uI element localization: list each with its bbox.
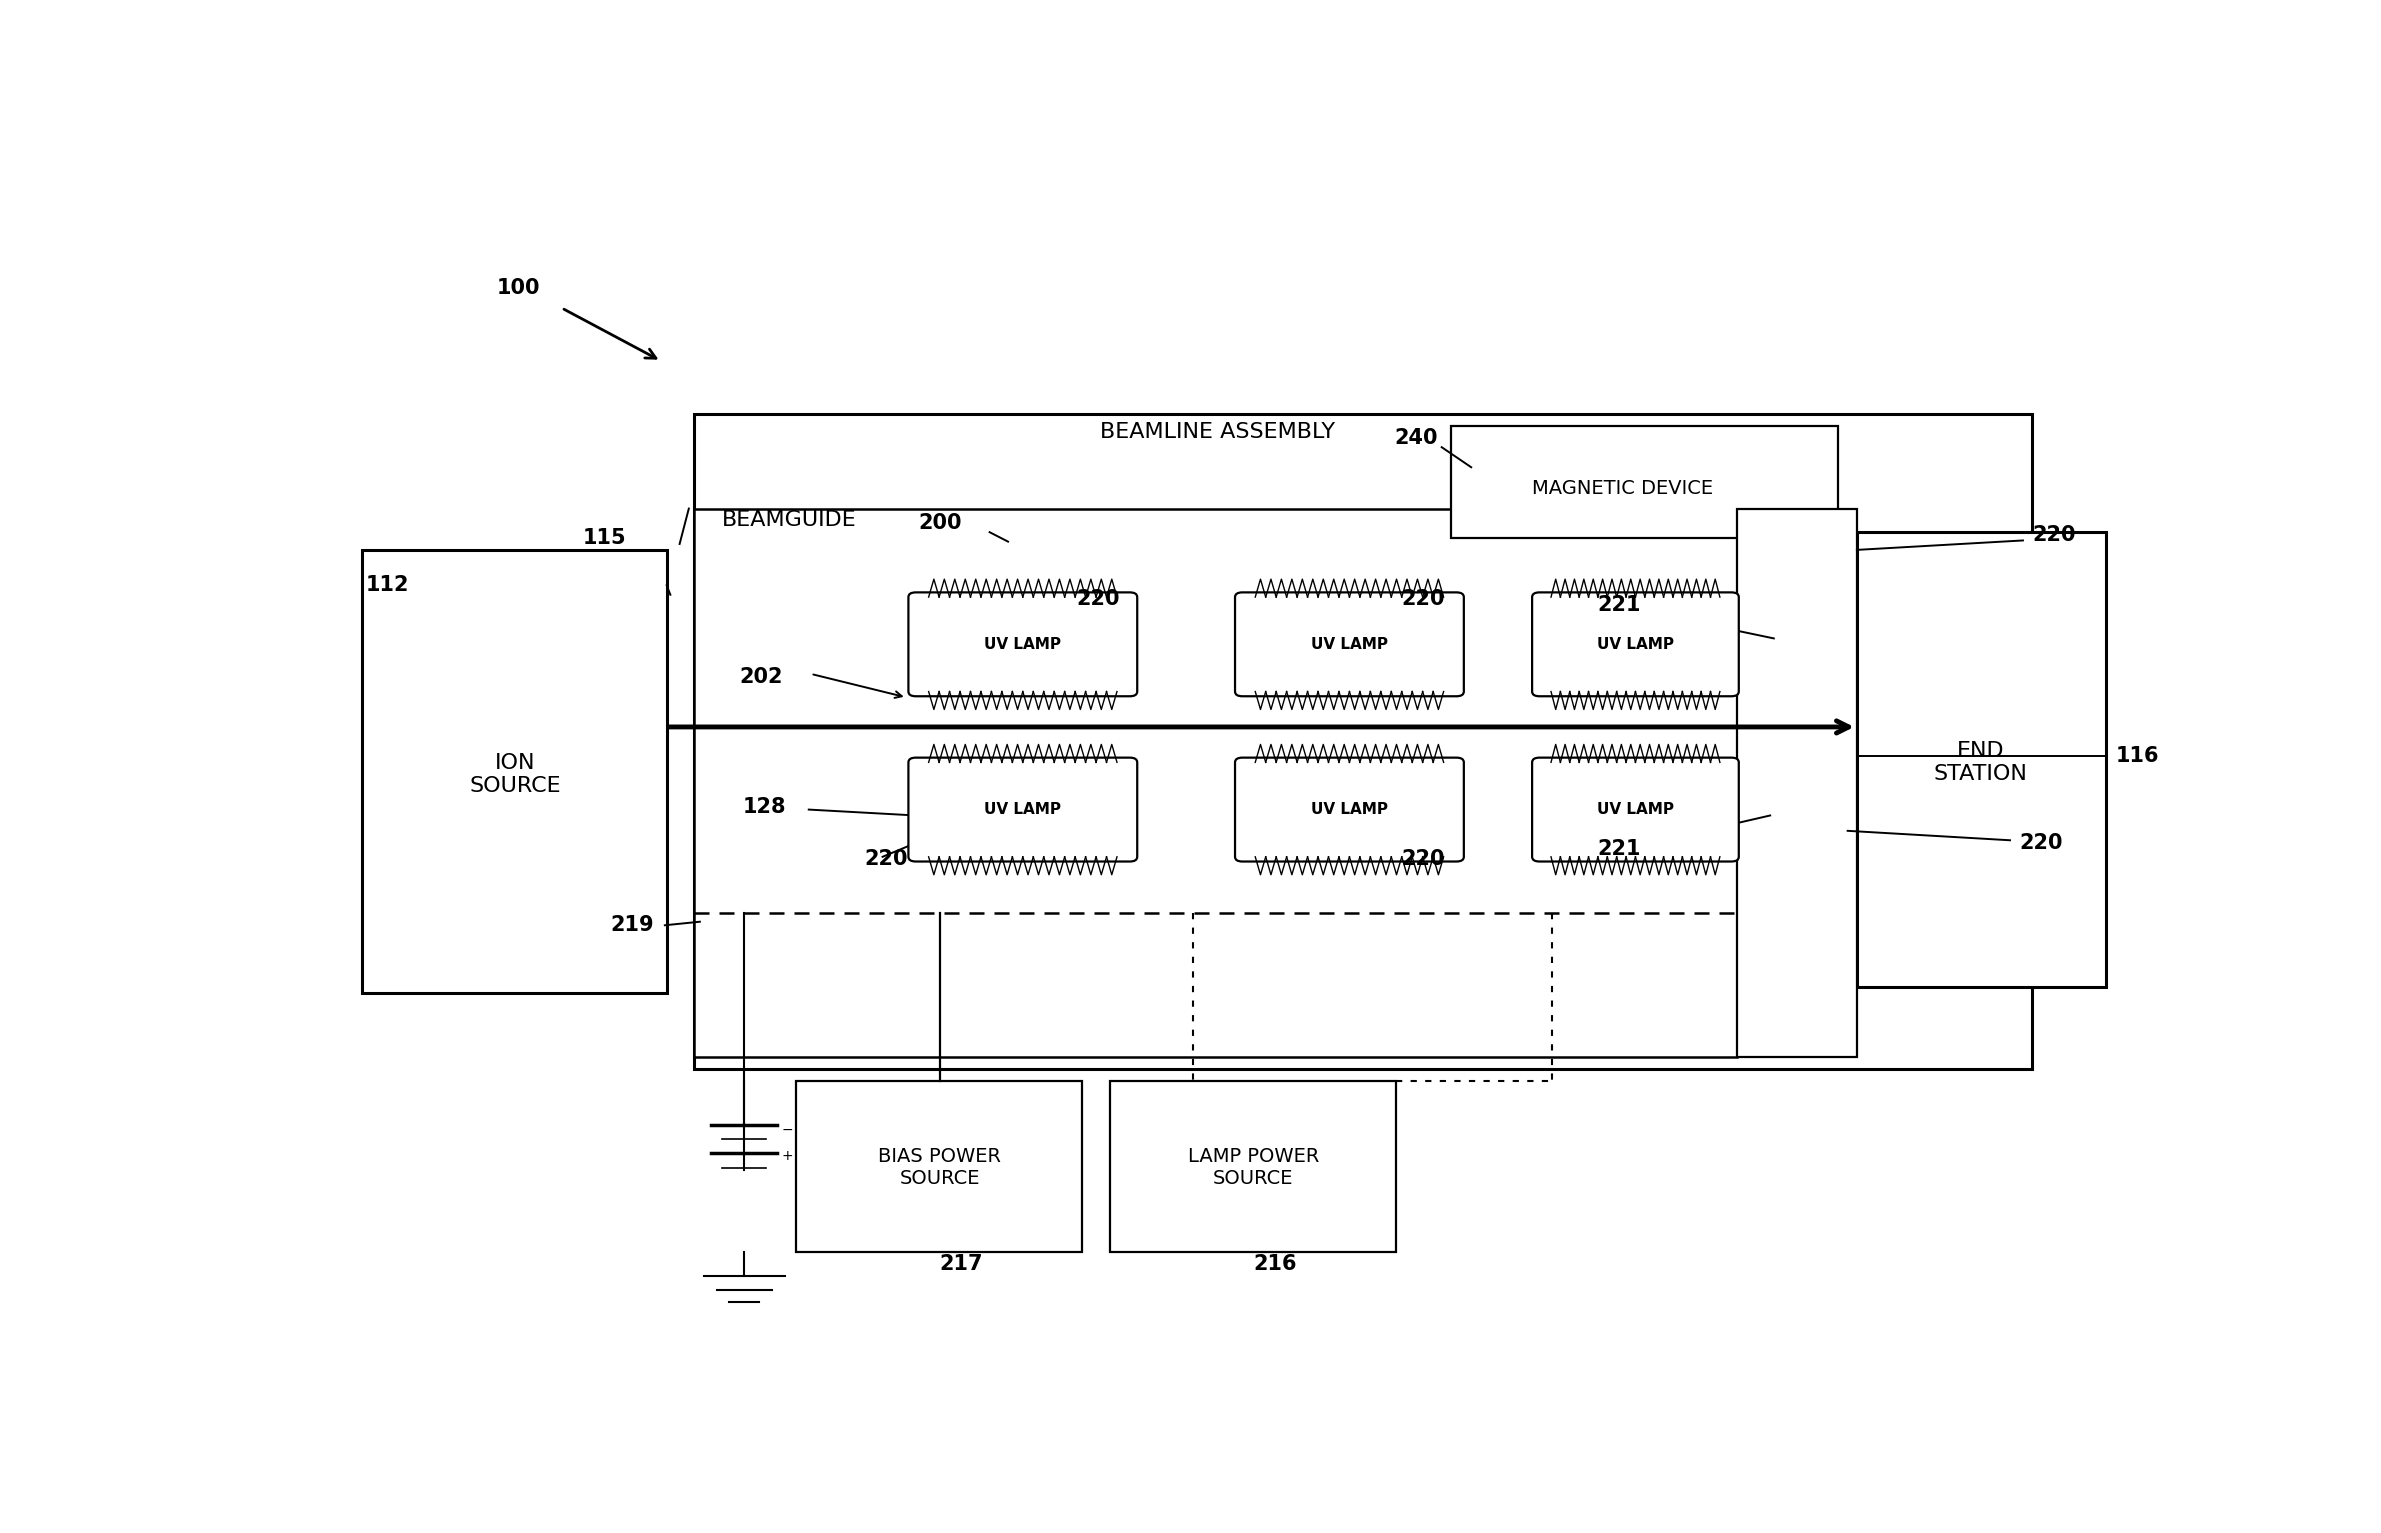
Text: 116: 116 [2114, 747, 2160, 766]
Text: 216: 216 [1252, 1254, 1298, 1274]
Text: END
STATION: END STATION [1933, 740, 2029, 783]
Bar [1110, 1081, 1395, 1252]
FancyBboxPatch shape [1236, 592, 1464, 696]
Text: 128: 128 [743, 797, 786, 817]
FancyBboxPatch shape [1236, 757, 1464, 862]
Text: 220: 220 [1400, 849, 1445, 869]
Text: −: − [781, 1122, 793, 1137]
Text: +: + [781, 1148, 793, 1162]
Text: 112: 112 [367, 575, 410, 595]
Bar [1738, 509, 1857, 1058]
Bar [1857, 532, 2107, 987]
Text: MAGNETIC DEVICE: MAGNETIC DEVICE [1531, 478, 1712, 498]
Text: 240: 240 [1395, 428, 1438, 448]
Bar [695, 509, 1738, 1058]
Text: 220: 220 [2019, 832, 2062, 852]
Text: 219: 219 [610, 915, 655, 935]
Text: UV LAMP: UV LAMP [1312, 802, 1388, 817]
Text: BEAMLINE ASSEMBLY: BEAMLINE ASSEMBLY [1100, 422, 1336, 442]
Text: UV LAMP: UV LAMP [1598, 802, 1674, 817]
Bar [695, 414, 2033, 1070]
Text: BEAMGUIDE: BEAMGUIDE [721, 510, 857, 530]
Text: 221: 221 [1598, 839, 1641, 858]
Text: BIAS POWER
SOURCE: BIAS POWER SOURCE [879, 1147, 1002, 1188]
FancyBboxPatch shape [910, 592, 1138, 696]
Text: 100: 100 [498, 277, 540, 297]
Text: 220: 220 [1076, 590, 1119, 610]
Text: 217: 217 [940, 1254, 983, 1274]
Text: UV LAMP: UV LAMP [1598, 636, 1674, 652]
Text: 221: 221 [1598, 595, 1641, 615]
Bar [795, 1081, 1081, 1252]
Text: 220: 220 [2033, 524, 2076, 544]
Text: 115: 115 [583, 527, 626, 549]
Text: 220: 220 [864, 849, 907, 869]
Text: 200: 200 [919, 512, 962, 533]
Text: UV LAMP: UV LAMP [983, 802, 1062, 817]
Text: LAMP POWER
SOURCE: LAMP POWER SOURCE [1188, 1147, 1319, 1188]
Text: 220: 220 [1400, 590, 1445, 610]
FancyBboxPatch shape [910, 757, 1138, 862]
Text: UV LAMP: UV LAMP [1312, 636, 1388, 652]
Text: 202: 202 [740, 667, 783, 687]
Text: UV LAMP: UV LAMP [983, 636, 1062, 652]
Bar [1450, 426, 1838, 538]
FancyBboxPatch shape [1531, 592, 1738, 696]
FancyBboxPatch shape [1531, 757, 1738, 862]
Text: ION
SOURCE: ION SOURCE [469, 753, 562, 796]
Bar [362, 550, 667, 992]
